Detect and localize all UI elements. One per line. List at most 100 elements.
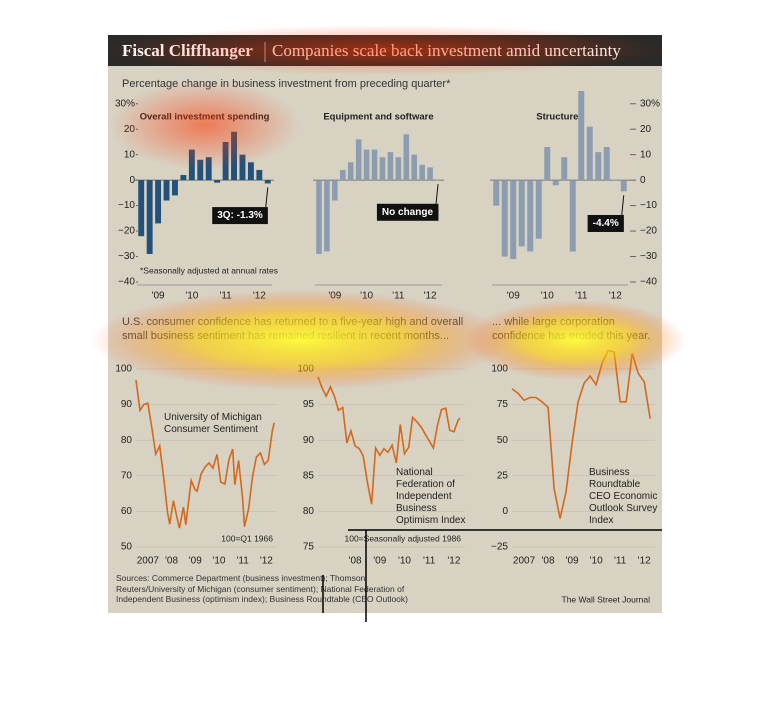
annotation-box: National Federation of Independent Busin… (396, 467, 465, 526)
annotation: -4.4% (593, 218, 619, 229)
x-tick-label: '11 (575, 291, 588, 302)
credit: The Wall Street Journal (562, 594, 651, 604)
y-tick-label: 10 (124, 149, 136, 160)
annotation-pointer (265, 187, 269, 208)
y-tick-label: 10 (640, 149, 652, 160)
sources-box: Sources: Commerce Department (business i… (116, 573, 408, 604)
annotation-box (587, 214, 624, 232)
bar (214, 180, 221, 183)
x-tick-label: '11 (392, 291, 405, 302)
bar (324, 180, 330, 252)
x-tick-label: 2007 (513, 556, 536, 567)
y-tick-label: −20 (118, 226, 135, 237)
x-tick-label: '10 (360, 291, 373, 302)
x-tick-label: '10 (185, 291, 198, 302)
x-tick-label: '11 (423, 556, 436, 567)
y-tick-label: −30 (118, 251, 135, 262)
bar (527, 180, 534, 252)
x-tick-label: '11 (236, 556, 249, 567)
annotation-box: University of Michigan Consumer Sentimen… (164, 412, 262, 435)
y-tick-label: 90 (303, 435, 315, 446)
bar (493, 180, 500, 206)
bar (146, 180, 153, 254)
annotation-pointer (621, 195, 625, 216)
line-series (135, 379, 275, 529)
y-tick-label: 85 (303, 470, 315, 481)
y-tick-label: 0 (129, 175, 135, 186)
line-series (511, 349, 651, 519)
bottom-heading-right: ... while large corporation confidence h… (492, 316, 651, 342)
bar (264, 180, 271, 184)
y-tick-label: 25 (497, 470, 509, 481)
top-heading: Percentage change in business investment… (122, 78, 451, 90)
x-tick-label: '08 (165, 556, 178, 567)
x-tick-label: '11 (614, 556, 627, 567)
bar (332, 180, 338, 201)
annotation: Business Roundtable CEO Economic Outlook… (589, 467, 658, 526)
x-tick-label: '09 (328, 291, 341, 302)
bottom-heading-left: U.S. consumer confidence has returned to… (122, 316, 464, 342)
bar (427, 167, 433, 181)
y-tick-label: 80 (121, 435, 133, 446)
y-tick-label: 70 (121, 470, 133, 481)
y-tick-label: −40 (118, 277, 135, 288)
y-tick-label: −10 (118, 200, 135, 211)
y-tick-label: 90 (121, 399, 133, 410)
x-tick-label: '11 (219, 291, 232, 302)
bar (561, 157, 568, 181)
x-tick-label: '12 (424, 291, 437, 302)
bar (163, 180, 170, 201)
bar (510, 180, 517, 260)
bar (180, 175, 187, 181)
bar (603, 147, 610, 181)
annotation: 3Q: -1.3% (217, 210, 263, 221)
x-tick-label: '10 (398, 556, 411, 567)
annotation: University of Michigan Consumer Sentimen… (164, 412, 262, 435)
bar (387, 152, 394, 181)
bar (363, 149, 370, 181)
x-tick-label: '12 (260, 556, 273, 567)
y-tick-label: 30% (115, 98, 135, 109)
x-tick-label: '09 (373, 556, 386, 567)
annotation-box: Business Roundtable CEO Economic Outlook… (589, 467, 658, 526)
x-tick-label: '09 (152, 291, 165, 302)
y-tick-label: 0 (502, 506, 508, 517)
y-tick-label: −30 (640, 251, 657, 262)
bar (247, 162, 254, 181)
bar (371, 149, 378, 181)
x-tick-label: 2007 (137, 556, 160, 567)
annotation-pointer (435, 184, 439, 204)
y-tick-label: −25 (491, 542, 508, 553)
bar (411, 154, 417, 181)
note: 100=Seasonally adjusted 1986 (345, 533, 462, 543)
bar (586, 126, 593, 181)
y-tick-label: 50 (497, 435, 509, 446)
x-tick-label: '10 (541, 291, 554, 302)
x-tick-label: '10 (590, 556, 603, 567)
bar (222, 141, 229, 181)
y-tick-label: 30% (640, 98, 660, 109)
y-tick-label: 60 (121, 506, 133, 517)
x-tick-label: '12 (447, 556, 460, 567)
bar (379, 157, 386, 181)
y-tick-label: 95 (303, 399, 315, 410)
bar (256, 169, 263, 181)
title: Fiscal Cliffhanger (122, 41, 253, 60)
y-tick-label: 20 (640, 124, 652, 135)
bar (347, 162, 354, 181)
y-tick-label: 20 (124, 124, 136, 135)
x-tick-label: '12 (609, 291, 622, 302)
x-tick-label: '09 (189, 556, 202, 567)
bar (231, 131, 237, 181)
y-tick-label: 100 (297, 364, 314, 375)
bar (155, 180, 162, 224)
bar (552, 180, 559, 186)
annotation: No change (382, 207, 434, 218)
y-tick-label: −40 (640, 277, 657, 288)
line-series (317, 376, 461, 505)
annotation-box (376, 203, 439, 221)
y-tick-label: 100 (491, 364, 508, 375)
bar (578, 91, 585, 181)
bar (612, 180, 619, 181)
